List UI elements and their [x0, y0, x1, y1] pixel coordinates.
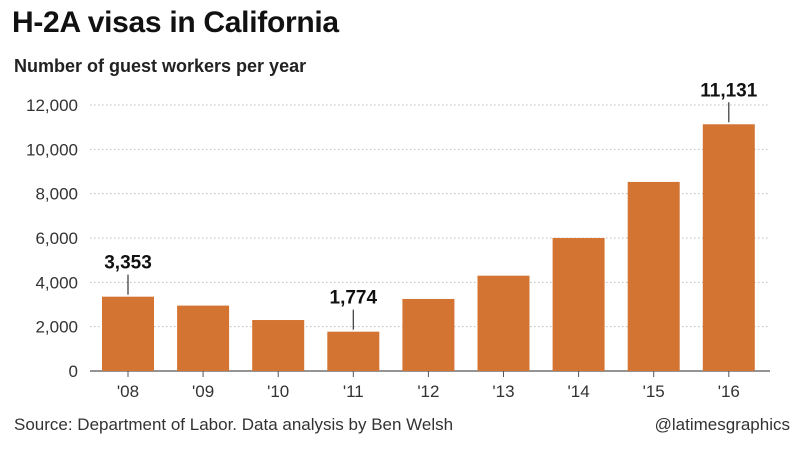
- x-tick-label: '11: [343, 382, 364, 401]
- bar-5: [477, 275, 530, 371]
- x-tick-label: '12: [417, 382, 439, 401]
- x-tick-label: '08: [117, 382, 139, 401]
- bar-3: [327, 331, 380, 371]
- y-tick-label: 10,000: [26, 140, 78, 159]
- bar-6: [552, 238, 605, 371]
- y-tick-label: 4,000: [35, 273, 78, 292]
- bar-8: [702, 124, 755, 371]
- bar-7: [627, 181, 680, 371]
- data-label: 1,774: [330, 288, 378, 309]
- bar-0: [102, 296, 154, 371]
- credit-handle: @latimesgraphics: [654, 415, 790, 434]
- data-label: 11,131: [700, 80, 757, 101]
- x-tick-label: '09: [192, 382, 214, 401]
- x-tick-label: '13: [492, 382, 514, 401]
- x-tick-label: '16: [718, 382, 740, 401]
- x-tick-label: '14: [568, 382, 590, 401]
- chart-title: H-2A visas in California: [12, 6, 339, 39]
- x-tick-label: '10: [267, 382, 289, 401]
- bar-4: [402, 298, 455, 371]
- y-tick-label: 2,000: [35, 318, 78, 337]
- x-tick-label: '15: [643, 382, 665, 401]
- bar-1: [177, 305, 230, 371]
- y-tick-label: 8,000: [35, 185, 78, 204]
- bar-2: [252, 320, 305, 371]
- source-note: Source: Department of Labor. Data analys…: [14, 415, 454, 434]
- y-tick-label: 12,000: [26, 96, 78, 115]
- y-tick-label: 6,000: [35, 229, 78, 248]
- chart-subtitle: Number of guest workers per year: [14, 56, 307, 76]
- data-label: 3,353: [104, 253, 152, 274]
- y-tick-label: 0: [69, 362, 78, 381]
